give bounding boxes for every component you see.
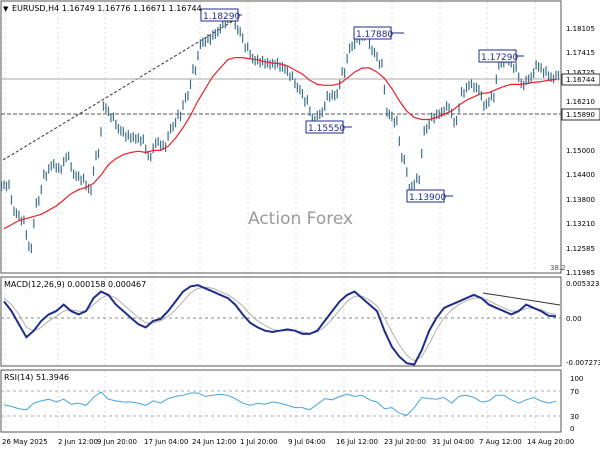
price-tick: 1.17415 [566,49,595,57]
fib-label: 38.2 [550,264,566,272]
price-tick: 1.11985 [566,269,595,277]
annotation-low-1: 1.15550 [305,120,352,134]
rsi-tick: 30 [570,413,579,421]
watermark: Action Forex [248,209,353,229]
price-tick: 1.12585 [566,245,595,253]
annotation-high-3: 1.17290 [478,49,524,63]
macd-line [3,284,557,366]
time-label: 1 Jul 20:00 [240,438,278,446]
time-label: 7 Aug 12:00 [479,438,522,446]
time-label: 17 Jun 04:00 [144,438,188,446]
horizontal-level-value: 1.15890 [566,111,595,119]
symbol-label: EURUSD,H4 1.16749 1.16776 1.16671 1.1674… [12,4,202,13]
annotation-high-1: 1.18290 [200,8,242,22]
time-axis: 26 May 2025 2 Jun 12:00 9 Jun 20:00 17 J… [2,438,574,446]
price-tick: 1.13800 [566,196,595,204]
macd-divergence-line [482,292,561,306]
horizontal-level-tag: 1.15890 [561,108,600,121]
price-panel [0,0,562,274]
time-label: 14 Aug 20:00 [527,438,574,446]
time-label: 2 Jun 12:00 [58,438,98,446]
macd-tick: 0.00 [566,315,582,323]
price-tick: 1.14400 [566,171,595,179]
annotation-label-high-3: 1.17290 [481,53,518,63]
time-label: 24 Jun 12:00 [192,438,236,446]
annotation-label-low-2: 1.13900 [409,193,446,203]
rsi-panel [0,369,562,433]
moving-average-line [3,57,557,230]
rsi-tick: 100 [570,375,583,383]
annotation-high-2: 1.17880 [353,26,404,40]
rsi-line [3,391,557,416]
macd-label: MACD(12,26,9) 0.000158 0.000467 [4,280,146,289]
time-label: 31 Jul 04:00 [432,438,474,446]
rsi-tick: 70 [570,388,579,396]
macd-panel [0,276,562,367]
macd-tick: 0.005323 [566,280,599,288]
annotation-low-2: 1.13900 [406,189,453,203]
trend-line [2,17,239,161]
macd-tick: -0.007273 [566,359,600,367]
current-price-value: 1.16744 [566,76,595,84]
price-tick: 1.15000 [566,147,595,155]
price-tick: 1.18105 [566,25,595,33]
price-tick: 1.13210 [566,220,595,228]
time-label: 26 May 2025 [2,438,48,446]
price-annotations: 1.18290 1.17880 1.17290 1.15550 1.13900 [200,8,524,203]
time-label: 9 Jun 20:00 [97,438,137,446]
time-label: 9 Jul 04:00 [288,438,326,446]
price-axis: 1.18105 1.17415 1.16725 1.16210 1.15000 … [566,25,595,277]
chart-triangle-icon: ▼ [3,5,9,13]
rsi-tick: 0 [570,425,574,433]
annotation-label-low-1: 1.15550 [308,124,345,134]
current-price-tag: 1.16744 [561,73,600,86]
annotation-label-high-2: 1.17880 [356,30,393,40]
price-tick: 1.16725 [566,69,595,77]
annotation-label-high-1: 1.18290 [203,12,240,22]
time-label: 23 Jul 20:00 [384,438,426,446]
price-tick: 1.16210 [566,98,595,106]
rsi-label: RSI(14) 51.3946 [4,373,69,382]
time-label: 16 Jul 12:00 [336,438,378,446]
